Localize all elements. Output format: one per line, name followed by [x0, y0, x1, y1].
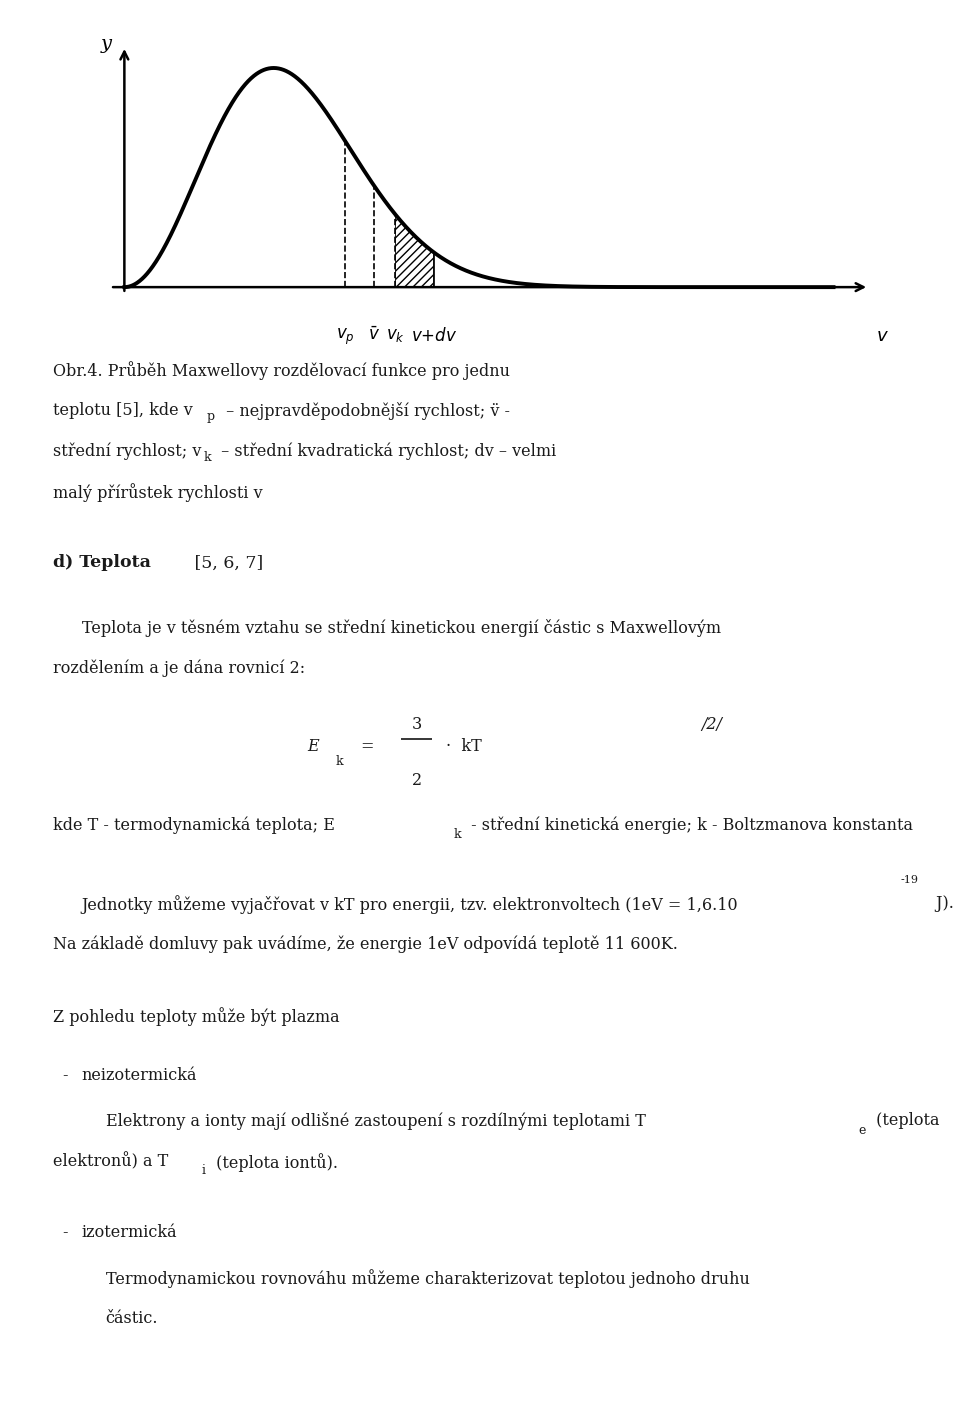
Text: i: i	[202, 1164, 205, 1177]
Text: -: -	[62, 1224, 68, 1241]
Text: izotermická: izotermická	[82, 1224, 178, 1241]
Text: Obr.4. Průběh Maxwellovy rozdělovací funkce pro jednu: Obr.4. Průběh Maxwellovy rozdělovací fun…	[53, 361, 510, 380]
Text: teplotu [5], kde v: teplotu [5], kde v	[53, 402, 193, 418]
Text: částic.: částic.	[106, 1310, 158, 1327]
Text: -: -	[62, 1067, 68, 1085]
Text: ·  kT: · kT	[446, 738, 482, 755]
Text: Teplota je v těsném vztahu se střední kinetickou energií částic s Maxwellovým: Teplota je v těsném vztahu se střední ki…	[82, 619, 721, 636]
Text: d) Teplota: d) Teplota	[53, 554, 151, 571]
Text: $v_k$: $v_k$	[386, 327, 405, 344]
Text: y: y	[101, 34, 112, 53]
Text: 3: 3	[412, 716, 422, 733]
Text: J).: J).	[931, 895, 954, 912]
Text: =: =	[360, 738, 373, 755]
Text: 2: 2	[412, 772, 422, 789]
Text: elektronů) a T: elektronů) a T	[53, 1153, 168, 1170]
Text: -19: -19	[900, 875, 919, 885]
Text: [5, 6, 7]: [5, 6, 7]	[189, 554, 263, 571]
Text: p: p	[206, 411, 214, 424]
Text: $v$: $v$	[876, 327, 889, 344]
Text: /2/: /2/	[701, 716, 722, 733]
Text: (teplota: (teplota	[871, 1112, 939, 1129]
Text: malý přírůstek rychlosti v: malý přírůstek rychlosti v	[53, 482, 262, 502]
Text: Termodynamickou rovnováhu můžeme charakterizovat teplotou jednoho druhu: Termodynamickou rovnováhu můžeme charakt…	[106, 1269, 750, 1287]
Text: neizotermická: neizotermická	[82, 1067, 197, 1085]
Text: k: k	[204, 451, 211, 464]
Text: Elektrony a ionty mají odlišné zastoupení s rozdílnými teplotami T: Elektrony a ionty mají odlišné zastoupen…	[106, 1112, 645, 1130]
Text: (teplota iontů).: (teplota iontů).	[211, 1153, 338, 1172]
Text: - střední kinetická energie; k - Boltzmanova konstanta: - střední kinetická energie; k - Boltzma…	[466, 816, 913, 833]
Text: Z pohledu teploty může být plazma: Z pohledu teploty může být plazma	[53, 1007, 340, 1026]
Text: – nejpravděpodobnější rychlost; v̈̈ -: – nejpravděpodobnější rychlost; v̈̈ -	[221, 402, 510, 420]
Text: $\bar{v}$: $\bar{v}$	[368, 327, 380, 344]
Text: střední rychlost; v: střední rychlost; v	[53, 442, 202, 459]
Text: E: E	[307, 738, 319, 755]
Text: kde T - termodynamická teplota; E: kde T - termodynamická teplota; E	[53, 816, 335, 833]
Text: – střední kvadratická rychlost; dv – velmi: – střední kvadratická rychlost; dv – vel…	[216, 442, 556, 459]
Text: Jednotky můžeme vyjačřovat v kT pro energii, tzv. elektronvoltech (1eV = 1,6.10: Jednotky můžeme vyjačřovat v kT pro ener…	[82, 895, 738, 913]
Text: e: e	[858, 1123, 866, 1136]
Text: k: k	[336, 755, 344, 768]
Text: k: k	[453, 828, 461, 841]
Text: rozdělením a je dána rovnicí 2:: rozdělením a je dána rovnicí 2:	[53, 659, 305, 676]
Text: $v_p$: $v_p$	[336, 327, 354, 347]
Text: Na základě domluvy pak uvádíme, že energie 1eV odpovídá teplotě 11 600K.: Na základě domluvy pak uvádíme, že energ…	[53, 936, 678, 953]
Text: $v{+}dv$: $v{+}dv$	[411, 327, 457, 344]
